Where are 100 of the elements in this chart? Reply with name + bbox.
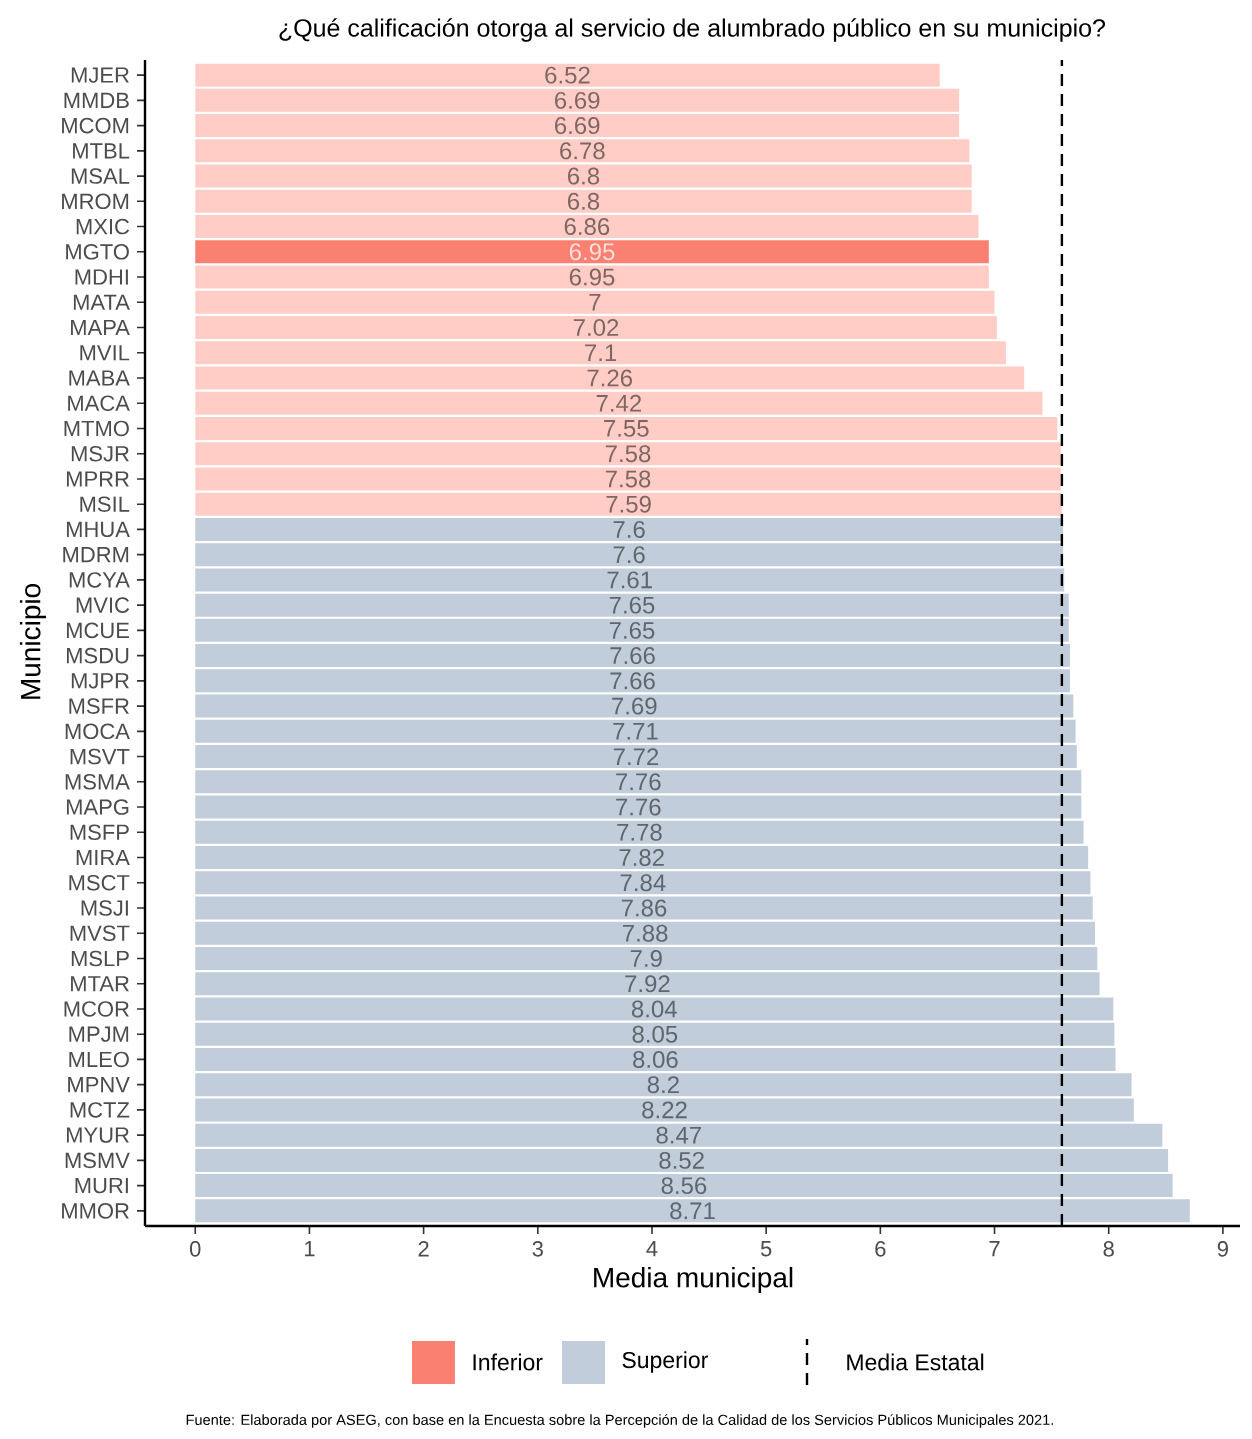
data-label: 6.69 [555,91,600,109]
y-tick-label: MURI [75,1177,128,1194]
y-tick-label: MCUE [66,622,129,639]
data-label: 7.65 [609,596,655,614]
bar [195,820,1084,844]
y-tick-label: MAPA [71,319,130,336]
bar [195,341,1006,365]
y-tick-label: MSDU [66,647,129,664]
y-tick-label: MTMO [64,420,129,437]
y-tick-label: MMOR [62,1203,129,1219]
data-label: 8.22 [642,1101,687,1119]
bar [195,139,970,163]
x-tick-label: 3 [532,1241,543,1257]
legend-label: Superior [622,1351,708,1373]
bar [195,164,972,188]
data-label: 7.55 [604,420,649,437]
y-tick-label: MTAR [71,976,129,992]
bar [195,1098,1134,1122]
bar [195,745,1077,769]
y-tick-label: MYUR [66,1127,129,1143]
data-label: 6.8 [568,192,600,210]
x-tick-label: 8 [1103,1241,1114,1257]
y-tick-label: MCTZ [70,1102,130,1118]
x-tick-label: 0 [189,1241,201,1257]
y-tick-label: MJPR [71,673,129,689]
y-tick-label: MDHI [75,269,128,285]
data-label: 7.58 [605,470,651,488]
y-tick-label: MSFR [69,698,129,714]
y-tick-label: MSCT [69,874,130,891]
y-tick-label: MSAL [71,168,130,184]
x-tick-label: 5 [760,1241,772,1257]
data-label: 8.06 [633,1050,678,1068]
data-label: 8.2 [647,1076,679,1094]
y-tick-label: MATA [73,294,130,310]
bar [195,669,1070,693]
bar [195,391,1043,415]
y-tick-label: MTBL [73,143,130,159]
x-tick-label: 9 [1217,1241,1228,1257]
data-label: 8.04 [631,1000,677,1018]
bar [195,719,1076,743]
y-tick-label: MPRR [66,471,129,487]
bar [195,88,960,112]
bar [195,846,1089,870]
y-tick-label: MSFP [70,824,129,841]
data-label: 6.95 [569,243,615,261]
y-tick-label: MVIL [80,345,130,361]
data-label: 7.86 [621,899,667,917]
x-tick-label: 6 [875,1241,886,1257]
y-tick-label: MPJM [69,1026,129,1042]
data-label: 8.56 [661,1177,707,1195]
y-tick-label: MABA [69,370,130,386]
bar [195,795,1082,819]
bar [195,240,989,264]
bar [195,896,1093,920]
data-label: 8.52 [659,1151,704,1169]
source-note: Fuente: Elaborada por ASEG, con base en la Encuesta sobre la Percepción de la Calidad de los Servicios Públicos Municipales 2021. [186,1414,1053,1428]
bar [195,568,1065,592]
y-tick-label: MJER [71,67,129,83]
bar [195,366,1025,390]
data-label: 6.86 [564,218,610,236]
data-label: 7.42 [596,394,642,412]
data-label: 6.8 [568,167,600,185]
y-tick-label: MSIL [80,496,130,512]
data-label: 7.1 [585,344,617,361]
data-label: 7.71 [613,723,658,740]
y-tick-label: MAPG [66,799,129,815]
data-label: 7.84 [620,874,666,892]
y-tick-label: MCOR [64,1001,129,1017]
data-label: 7.61 [607,571,652,589]
y-tick-label: MPNV [68,1077,130,1093]
y-tick-label: MOCA [65,723,130,740]
bar [195,694,1074,718]
data-label: 7.76 [616,798,661,816]
x-axis-title: Media municipal [594,1266,793,1294]
bar [195,63,940,87]
y-tick-label: MSJR [71,445,129,462]
bar [195,871,1091,895]
bar [195,265,989,289]
data-label: 7.58 [605,445,651,463]
y-tick-label: MDRM [63,547,129,563]
data-label: 7.02 [573,319,619,336]
y-tick-label: MCOM [62,117,129,134]
data-label: 7.72 [613,748,659,765]
legend-label: Media Estatal [847,1353,984,1371]
x-tick-label: 4 [646,1241,658,1257]
bar [195,543,1064,567]
data-label: 7.66 [610,647,655,665]
y-tick-label: MXIC [76,218,130,235]
bar [195,290,995,314]
y-tick-label: MIRA [76,849,130,866]
data-label: 7.65 [609,621,655,639]
data-label: 8.47 [656,1126,701,1144]
y-tick-label: MGTO [66,244,129,260]
bar [195,770,1082,794]
y-tick-label: MVST [70,925,130,942]
data-label: 7.26 [587,369,633,387]
y-tick-label: MLEO [69,1051,129,1068]
data-label: 7.6 [613,520,645,538]
bar [195,189,972,213]
bar [195,1148,1169,1172]
